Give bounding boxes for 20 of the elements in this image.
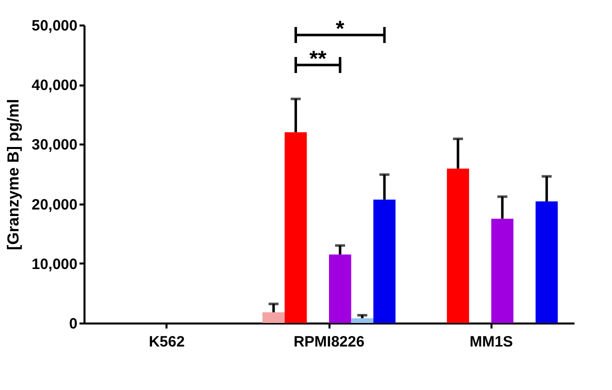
y-tick-label: 30,000 [32, 136, 78, 154]
y-tick-label: 20,000 [32, 196, 78, 214]
y-tick-label: 0 [69, 316, 78, 332]
y-tick-label: 10,000 [32, 256, 78, 273]
bar [446, 168, 470, 323]
bar [262, 312, 285, 323]
bar [284, 132, 307, 323]
bar [329, 254, 352, 323]
x-tick-label: MM1S [470, 334, 513, 350]
x-tick-label: RPMI8226 [294, 334, 364, 350]
annotation: ** [309, 46, 327, 71]
y-axis-title: [Granzyme B] pg/ml [6, 98, 23, 250]
y-tick-label: 50,000 [32, 18, 78, 34]
bar [373, 200, 396, 323]
bar [491, 218, 514, 323]
y-tick-label: 40,000 [32, 77, 78, 94]
annotation: * [336, 16, 345, 41]
bar [351, 318, 374, 323]
bar [536, 201, 558, 323]
x-tick-label: K562 [148, 334, 185, 350]
